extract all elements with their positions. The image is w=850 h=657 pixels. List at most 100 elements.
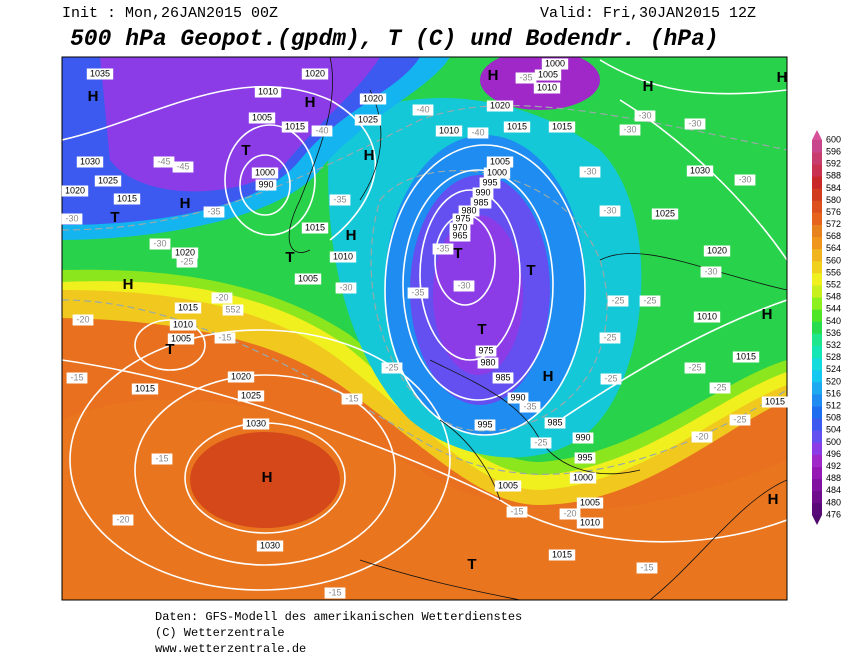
color-bar-segment [812, 260, 822, 274]
isobar-label: 1015 [117, 193, 137, 203]
isotherm-label: -30 [623, 124, 636, 134]
label-box [472, 187, 494, 199]
label-box [203, 206, 225, 218]
label-box [449, 230, 471, 242]
map-title: 500 hPa Geopot.(gpdm), T (C) und Bodendr… [70, 26, 719, 52]
isobar-label: 1010 [580, 517, 600, 527]
label-box [467, 127, 489, 139]
label-box [281, 121, 309, 133]
label-box [359, 93, 387, 105]
valid-time: Valid: Fri,30JAN2015 12Z [540, 5, 756, 22]
isotherm-label: -45 [157, 156, 170, 166]
label-box [639, 295, 661, 307]
color-bar-segment [812, 152, 822, 165]
color-bar-label: 524 [826, 364, 841, 374]
color-bar-label: 504 [826, 425, 841, 435]
label-box [576, 517, 604, 529]
label-box [548, 549, 576, 561]
color-bar-segment [812, 224, 822, 238]
isotherm-label: -30 [638, 110, 651, 120]
pressure-centre: H [262, 469, 273, 486]
map-frame [61, 56, 788, 601]
label-box [572, 432, 594, 444]
isotherm-label: -30 [583, 166, 596, 176]
label-box [256, 540, 284, 552]
isotherm-label: -25 [713, 382, 726, 392]
color-bar-segment [812, 430, 822, 443]
isobar-label: 1025 [358, 114, 378, 124]
label-box [486, 100, 514, 112]
color-bar-label: 600 [826, 134, 841, 144]
isobar-label: 1020 [231, 371, 251, 381]
label-box [486, 156, 514, 168]
init-time: Init : Mon,26JAN2015 00Z [62, 5, 278, 22]
pressure-centre: H [777, 69, 788, 86]
pressure-centre: H [88, 88, 99, 105]
color-bar-label: 576 [826, 207, 841, 217]
color-bar-segment [812, 285, 822, 298]
isobar-label: 980 [461, 205, 476, 215]
pressure-centre: T [453, 245, 462, 262]
color-bar-segment [812, 321, 822, 334]
isobar-label: 1005 [538, 69, 558, 79]
isobar-label: 1005 [498, 480, 518, 490]
isotherm-label: -20 [76, 314, 89, 324]
label-box [72, 314, 94, 326]
color-bar-segment [812, 454, 822, 467]
isobar-label: 1020 [305, 68, 325, 78]
isobar-label: 975 [478, 345, 493, 355]
label-box [167, 333, 195, 345]
isotherm-label: -15 [345, 393, 358, 403]
pressure-centre: T [526, 262, 535, 279]
label-box [684, 118, 706, 130]
isobar-label: 1000 [487, 167, 507, 177]
isobar-label: 990 [475, 187, 490, 197]
isotherm-label: -25 [604, 373, 617, 383]
color-bar-label: 488 [826, 473, 841, 483]
label-box [474, 419, 496, 431]
pressure-centre: T [285, 249, 294, 266]
pressure-centre: H [488, 67, 499, 84]
label-box [237, 390, 265, 402]
label-box [492, 372, 514, 384]
isobar-label: 1015 [135, 383, 155, 393]
label-box [634, 110, 656, 122]
label-box [636, 562, 658, 574]
isotherm-label: -35 [411, 287, 424, 297]
isobar-label: 990 [258, 179, 273, 189]
color-bar-segment [812, 176, 822, 189]
color-bar-label: 508 [826, 413, 841, 423]
color-bar-segment [812, 418, 822, 431]
label-box [533, 82, 561, 94]
isobar-label: 1010 [333, 251, 353, 261]
label-box [574, 452, 596, 464]
color-bar-label: 484 [826, 485, 841, 495]
isobar-label: 1030 [246, 418, 266, 428]
isotherm-label: -35 [519, 72, 532, 82]
label-box [254, 86, 282, 98]
label-box [169, 319, 197, 331]
footer-line: www.wetterzentrale.de [155, 642, 306, 656]
color-bar-label: 536 [826, 328, 841, 338]
label-box [530, 437, 552, 449]
pressure-centre: H [346, 227, 357, 244]
color-bar-label: 568 [826, 231, 841, 241]
label-box [301, 68, 329, 80]
map-labels: 1035 H 1020 1010 H 1020 1005 1015 -40 1025 H T 1000 9… [61, 58, 789, 599]
isobar-label: 1015 [765, 396, 785, 406]
isotherm-label: -40 [416, 104, 429, 114]
label-box [381, 362, 403, 374]
color-bar: 476 480 484 488 492 496 500 504 508 512 516 520 524 5… [812, 130, 841, 525]
isobar-label: 1035 [90, 68, 110, 78]
isobar-label: 975 [455, 213, 470, 223]
label-box [544, 417, 566, 429]
isobar-label: 985 [547, 417, 562, 427]
color-bar-label: 544 [826, 304, 841, 314]
color-bar-label: 492 [826, 461, 841, 471]
pressure-centre: T [110, 209, 119, 226]
isobar-label: 1020 [707, 245, 727, 255]
isotherm-label: -15 [70, 372, 83, 382]
isotherm-label: -40 [471, 127, 484, 137]
isobar-label: 1020 [175, 247, 195, 257]
label-box [559, 508, 581, 520]
